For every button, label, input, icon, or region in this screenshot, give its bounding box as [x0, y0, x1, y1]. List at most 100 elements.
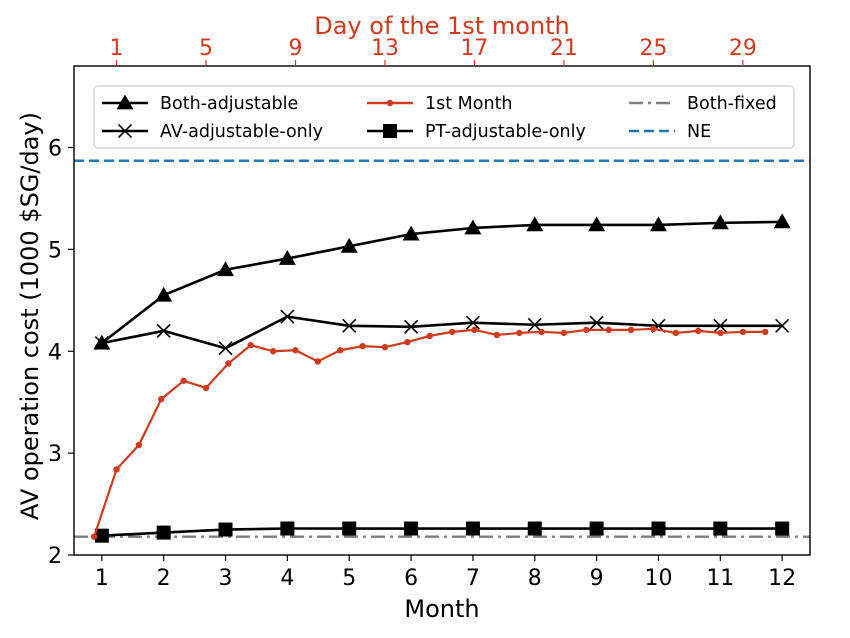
x-tick-label: 1 [95, 566, 109, 591]
series-pt-adjustable-only [94, 521, 790, 543]
data-point-av-adjustable-only-stroke [342, 318, 357, 333]
data-point-1st-month [404, 338, 411, 346]
data-point-1st-month [314, 358, 322, 365]
data-point-1st-month [113, 466, 120, 473]
data-point-av-adjustable-only [342, 318, 357, 333]
data-point-pt-adjustable-only [775, 521, 790, 536]
data-point-1st-month [583, 326, 590, 334]
legend-item-both-adjustable: Both-adjustable [102, 94, 298, 114]
top-x-tick-label: 29 [729, 36, 757, 61]
x-tick-label: 9 [590, 566, 604, 591]
data-point-both-adjustable [217, 261, 235, 277]
legend-marker [386, 99, 394, 107]
x-tick-label: 2 [157, 566, 171, 591]
data-point-1st-month [292, 347, 299, 354]
y-tick-label: 2 [48, 544, 62, 569]
legend-marker [383, 124, 397, 138]
legend-label: Both-adjustable [160, 94, 298, 114]
data-point-av-adjustable-only-stroke [280, 309, 295, 324]
data-point-av-adjustable-only-stroke [218, 341, 233, 356]
data-point-1st-month [717, 329, 724, 337]
data-point-av-adjustable-only [404, 319, 419, 334]
top-x-tick-label: 9 [288, 36, 302, 61]
top-x-tick-label: 1 [110, 36, 124, 61]
x-tick-label: 3 [219, 566, 233, 591]
data-point-1st-month [605, 326, 612, 334]
legend-item-ne: NE [629, 122, 711, 142]
data-point-av-adjustable-only [713, 318, 728, 333]
data-point-av-adjustable-only [156, 323, 171, 338]
data-point-1st-month [426, 332, 433, 340]
data-point-av-adjustable-only [218, 341, 233, 356]
data-point-av-adjustable-only-stroke [713, 318, 728, 333]
legend-marker-stroke [117, 123, 133, 139]
data-point-both-adjustable [155, 286, 173, 302]
series-line-pt-adjustable-only [101, 527, 783, 537]
top-x-tick-label: 13 [371, 36, 399, 61]
data-point-1st-month [448, 328, 456, 336]
data-point-both-adjustable [340, 237, 358, 253]
data-point-pt-adjustable-only [156, 525, 171, 540]
data-point-both-adjustable [402, 225, 420, 241]
data-point-av-adjustable-only-stroke [589, 315, 604, 330]
x-tick-label: 6 [404, 566, 418, 591]
legend-item-both-fixed: Both-fixed [629, 94, 777, 114]
legend-label: NE [687, 122, 711, 142]
data-point-both-adjustable [588, 216, 606, 232]
data-point-1st-month [180, 377, 187, 384]
legend-marker [116, 94, 134, 110]
data-point-1st-month [90, 533, 98, 540]
data-point-av-adjustable-only-stroke [404, 319, 419, 334]
legend-marker [117, 123, 133, 139]
x-tick-label: 5 [342, 566, 356, 591]
data-point-av-adjustable-only [589, 315, 604, 330]
data-point-1st-month [269, 348, 277, 355]
top-x-tick-label: 17 [460, 36, 488, 61]
legend-item-av-adjustable-only: AV-adjustable-only [102, 122, 323, 142]
data-point-av-adjustable-only-stroke [94, 336, 109, 351]
top-x-tick-label: 21 [550, 36, 578, 61]
data-point-both-adjustable [773, 213, 791, 229]
data-point-1st-month [493, 331, 501, 339]
data-point-1st-month [202, 384, 210, 392]
x-axis-label: Month [404, 595, 479, 623]
y-tick-label: 5 [48, 238, 62, 263]
data-point-1st-month [471, 326, 478, 334]
data-point-1st-month [762, 328, 769, 336]
data-point-av-adjustable-only [465, 315, 480, 330]
data-point-pt-adjustable-only [342, 521, 357, 536]
y-tick-label: 4 [48, 340, 62, 365]
data-point-both-adjustable [649, 216, 667, 232]
data-point-both-adjustable [711, 214, 729, 230]
data-point-av-adjustable-only [527, 317, 542, 332]
legend-item-1st-month: 1st Month [367, 94, 513, 114]
data-point-pt-adjustable-only [527, 521, 542, 536]
legend-label: PT-adjustable-only [425, 122, 586, 142]
series-1st-month [90, 325, 769, 540]
data-point-1st-month [672, 329, 679, 337]
series-av-adjustable-only [94, 309, 790, 356]
x-tick-label: 8 [528, 566, 542, 591]
data-point-1st-month [135, 441, 143, 449]
data-point-1st-month [560, 329, 568, 337]
top-x-tick-label: 5 [199, 36, 213, 61]
data-point-pt-adjustable-only [280, 521, 295, 536]
series-line-av-adjustable-only [101, 315, 783, 350]
plot-frame [73, 65, 811, 556]
data-point-1st-month [225, 360, 232, 367]
series-both-adjustable [93, 213, 791, 350]
data-point-both-adjustable [464, 219, 482, 235]
data-point-av-adjustable-only [94, 336, 109, 351]
data-point-av-adjustable-only-stroke [527, 317, 542, 332]
x-tick-label: 11 [706, 566, 734, 591]
x-tick-label: 4 [280, 566, 294, 591]
y-axis-label: AV operation cost (1000 $SG/day) [16, 112, 44, 520]
x-tick-label: 10 [644, 566, 672, 591]
x-tick-label: 12 [768, 566, 796, 591]
top-x-axis-label: Day of the 1st month [314, 12, 570, 40]
legend-label: 1st Month [425, 94, 513, 114]
data-point-av-adjustable-only-stroke [156, 323, 171, 338]
data-point-1st-month [538, 328, 545, 336]
